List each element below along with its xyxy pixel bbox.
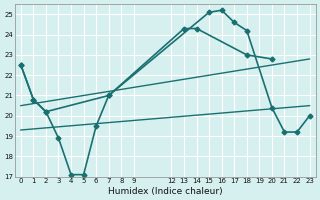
- X-axis label: Humidex (Indice chaleur): Humidex (Indice chaleur): [108, 187, 222, 196]
